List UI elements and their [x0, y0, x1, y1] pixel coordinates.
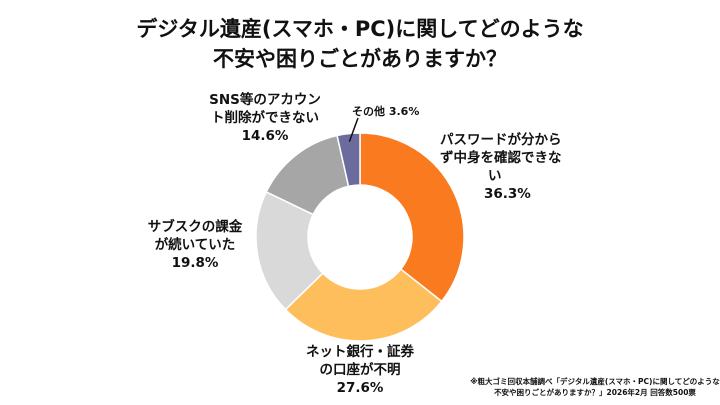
title-line-2: 不安や困りごとがありますか？: [213, 47, 507, 71]
slice-0: [359, 132, 465, 303]
label-other: その他 3.6%: [352, 105, 420, 118]
label-sns: SNS等のアカウン ト削除ができない 14.6%: [209, 92, 321, 144]
slice-1: [284, 268, 443, 342]
label-subscription: サブスクの課金 が続いていた 19.8%: [147, 219, 243, 271]
chart-title: デジタル遺産(スマホ・PC)に関してどのような 不安や困りごとがありますか？: [0, 14, 720, 74]
label-bank: ネット銀行・証券 の口座が不明 27.6%: [306, 344, 414, 396]
title-line-1: デジタル遺産(スマホ・PC)に関してどのような: [136, 17, 584, 41]
leader-line-other: [348, 117, 359, 142]
label-password: パスワードが分から ず中身を確認できな い 36.3%: [440, 132, 562, 202]
slice-4: [336, 132, 361, 188]
footnote: ※粗大ゴミ回収本舗調べ「デジタル遺産(スマホ・PC)に関してどのような 不安や困…: [470, 377, 720, 397]
